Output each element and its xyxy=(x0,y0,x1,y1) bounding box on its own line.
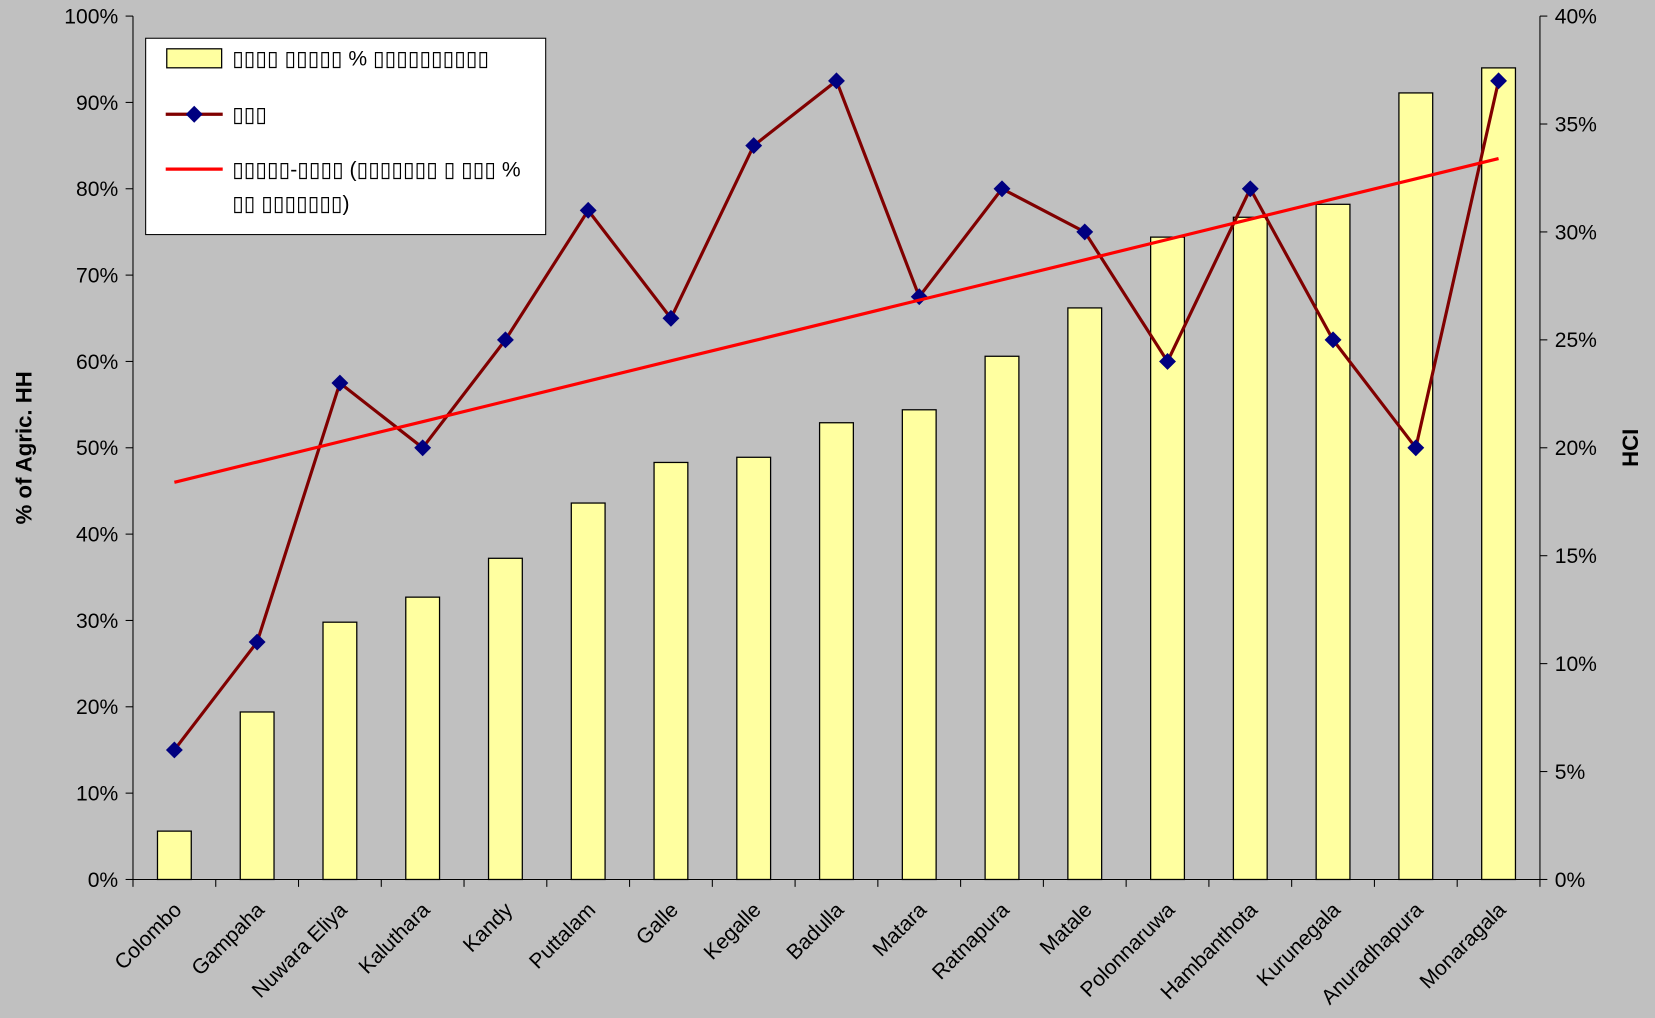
y-tick-label: 90% xyxy=(76,92,118,115)
x-tick-label: Matara xyxy=(869,898,932,961)
legend-box xyxy=(145,37,547,236)
legend-label: ▯▯▯ xyxy=(232,104,267,127)
legend-marker xyxy=(185,105,203,123)
marker xyxy=(165,741,183,759)
x-tick-label: Badulla xyxy=(782,898,848,964)
y-tick-label: 10% xyxy=(76,783,118,806)
trend-line xyxy=(173,157,1499,484)
bar xyxy=(322,621,358,881)
marker xyxy=(1490,72,1508,90)
marker xyxy=(1076,223,1094,241)
bar xyxy=(1067,307,1103,881)
x-tick-label: Matale xyxy=(1036,898,1097,959)
y-tick-label: 20% xyxy=(76,696,118,719)
legend-swatch xyxy=(166,48,223,69)
bar xyxy=(736,456,772,881)
bar xyxy=(570,502,606,881)
bar xyxy=(1481,67,1517,881)
bar xyxy=(239,711,275,881)
marker xyxy=(1324,331,1342,349)
legend-label-line: ▯▯▯▯▯-▯▯▯▯ (▯▯▯▯▯▯▯ ▯ ▯▯▯ % xyxy=(232,159,520,182)
y-tick-label: 100% xyxy=(64,5,118,28)
legend-label-line: ▯▯ ▯▯▯▯▯▯▯) xyxy=(232,192,349,215)
legend-label: ▯▯▯▯▯-▯▯▯▯ (▯▯▯▯▯▯▯ ▯ ▯▯▯ % ▯▯ ▯▯▯▯▯▯▯) xyxy=(232,159,520,216)
y-tick-label: 50% xyxy=(76,437,118,460)
y-tick-label: 60% xyxy=(76,351,118,374)
y2-tick-label: 25% xyxy=(1555,329,1597,352)
x-tick-label: Kandy xyxy=(459,898,518,957)
x-tick-label: Colombo xyxy=(110,898,186,974)
y2-tick-label: 40% xyxy=(1555,5,1597,28)
y2-tick-label: 10% xyxy=(1555,653,1597,676)
legend-label: ▯▯▯▯ ▯▯▯▯▯ % ▯▯▯▯▯▯▯▯▯▯ xyxy=(232,48,489,71)
bar xyxy=(818,422,854,881)
bar xyxy=(901,409,937,881)
y2-tick-label: 35% xyxy=(1555,113,1597,136)
marker xyxy=(1241,180,1259,198)
y2-tick-label: 30% xyxy=(1555,221,1597,244)
x-tick-label: Puttalam xyxy=(525,898,600,973)
x-tick-label: Ratnapura xyxy=(928,898,1014,984)
marker xyxy=(496,331,514,349)
bar xyxy=(1232,216,1268,881)
y-axis-title: % of Agric. HH xyxy=(12,371,37,524)
bar xyxy=(1398,92,1434,881)
y2-tick-label: 15% xyxy=(1555,545,1597,568)
x-tick-label: Gampaha xyxy=(187,898,269,980)
y2-axis-title: HCI xyxy=(1618,429,1643,467)
bar xyxy=(487,557,523,881)
y-tick-label: 70% xyxy=(76,264,118,287)
x-tick-label: Galle xyxy=(632,898,683,949)
bar xyxy=(156,830,192,881)
bar xyxy=(405,596,441,881)
bar xyxy=(653,461,689,881)
y-tick-label: 30% xyxy=(76,610,118,633)
y2-tick-label: 0% xyxy=(1555,869,1586,892)
y-tick-label: 80% xyxy=(76,178,118,201)
x-tick-label: Kurunegala xyxy=(1252,898,1345,991)
x-tick-label: Kaluthara xyxy=(355,898,435,978)
y-tick-label: 40% xyxy=(76,524,118,547)
bar xyxy=(1315,203,1351,881)
y2-tick-label: 20% xyxy=(1555,437,1597,460)
x-tick-label: Monaragala xyxy=(1416,898,1511,993)
y-tick-label: 0% xyxy=(88,869,119,892)
marker xyxy=(579,201,597,219)
x-tick-label: Kegalle xyxy=(700,898,766,964)
y2-tick-label: 5% xyxy=(1555,761,1586,784)
bar xyxy=(984,355,1020,881)
